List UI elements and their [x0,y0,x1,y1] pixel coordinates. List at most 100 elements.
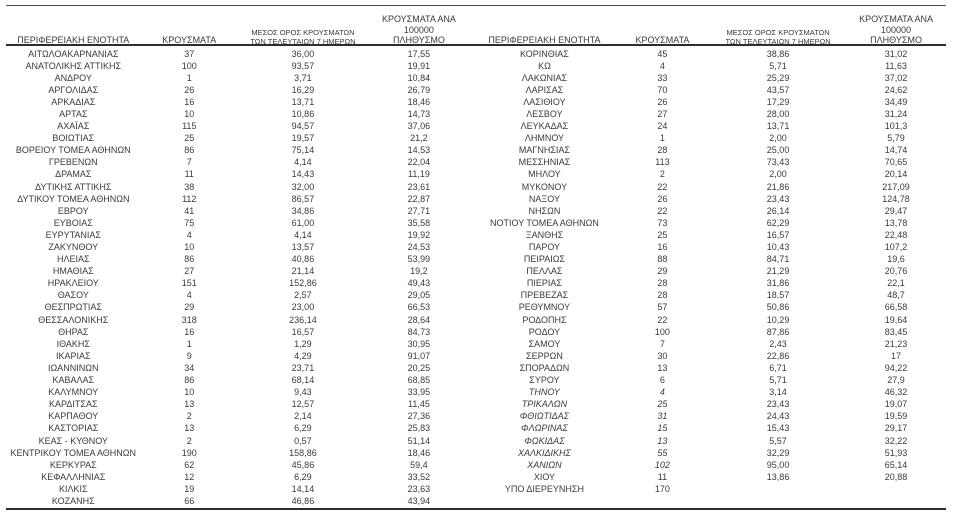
avg7-cell: 46,86 [291,495,315,506]
avg7-cell: 3,71 [294,72,312,83]
region-name-cell: ΔΡΑΜΑΣ [55,169,92,180]
cases-cell: 22 [657,314,668,325]
avg7-cell: 36,00 [291,48,315,59]
region-name-cell: ΤΗΝΟΥ [528,387,560,398]
avg7-cell: 152,86 [289,278,317,289]
table-row: ΗΜΑΘΙΑΣ 27 21,14 19,2 [6,265,470,277]
avg7-cell: 15,43 [766,423,790,434]
region-name-cell: ΖΑΚΥΝΘΟΥ [48,242,99,252]
avg7-cell: 34,86 [291,205,315,216]
table-row: ΝΟΤΙΟΥ ΤΟΜΕΑ ΑΘΗΝΩΝ 73 62,29 13,78 [476,217,948,229]
avg7-cell: 43,57 [766,84,790,95]
region-name-cell: ΚΟΡΙΝΘΙΑΣ [520,48,569,59]
avg7-cell: 5,57 [769,435,787,446]
header-cases: ΚΡΟΥΣΜΑΤΑ [635,35,690,45]
table-row: ΑΡΓΟΛΙΔΑΣ 26 16,29 26,79 [6,84,470,96]
table-row: ΘΗΡΑΣ 16 16,57 84,73 [6,326,470,338]
table-row: ΚΟΡΙΝΘΙΑΣ 45 38,86 31,02 [476,48,948,60]
region-name-cell: ΑΡΚΑΔΙΑΣ [51,96,96,107]
cases-cell: 26 [657,96,668,107]
header-avg7-line2: ΤΩΝ ΤΕΛΕΥΤΑΙΩΝ 7 ΗΜΕΡΩΝ [725,36,831,46]
avg7-cell: 19,57 [291,133,315,144]
avg7-cell: 93,57 [291,60,315,71]
table-row: ΚΑΣΤΟΡΙΑΣ 13 6,29 25,83 [6,422,470,434]
table-row: ΑΧΑΪΑΣ 115 94,57 37,06 [6,120,470,132]
cases-cell: 2 [186,411,192,422]
avg7-cell [712,483,844,495]
region-name-cell: ΤΡΙΚΑΛΩΝ [521,399,568,410]
per100k-cell [844,483,948,495]
table-row: ΦΛΩΡΙΝΑΣ 15 15,43 29,17 [476,422,948,434]
table-row: ΙΚΑΡΙΑΣ 9 4,29 91,07 [6,350,470,362]
cases-cell: 16 [657,242,668,252]
per100k-cell: 59,4 [410,459,428,470]
cases-cell: 38 [184,181,195,192]
cases-cell: 9 [186,350,192,361]
cases-cell: 37 [184,48,195,59]
table-row: ΜΗΛΟΥ 2 2,00 20,14 [476,168,948,180]
header-region: ΠΕΡΙΦΕΡΕΙΑΚΗ ΕΝΟΤΗΤΑ [17,35,130,45]
table-row: ΤΗΝΟΥ 4 3,14 46,32 [476,386,948,398]
table-row: ΣΑΜΟΥ 7 2,43 21,23 [476,338,948,350]
table-row: ΚΙΛΚΙΣ 19 14,14 23,63 [6,483,470,495]
per100k-cell: 31,02 [884,48,908,59]
cases-cell: 28 [657,278,668,289]
per100k-cell: 32,22 [884,435,908,446]
region-name-cell: ΕΥΒΟΙΑΣ [53,217,93,228]
avg7-cell: 26,14 [766,205,790,216]
avg7-cell: 13,71 [766,121,790,132]
region-name-cell: ΧΙΟΥ [533,471,556,482]
table-row: ΜΥΚΟΝΟΥ 22 21,86 217,09 [476,181,948,193]
avg7-cell: 32,00 [291,181,315,192]
cases-cell: 13 [184,423,195,434]
table-row: ΒΟΡΕΙΟΥ ΤΟΜΕΑ ΑΘΗΝΩΝ 86 75,14 14,53 [6,144,470,156]
per100k-cell: 20,76 [884,266,908,277]
avg7-cell: 236,14 [289,314,317,325]
avg7-cell: 10,43 [766,242,790,252]
table-row: ΚΟΖΑΝΗΣ 66 46,86 43,94 [6,495,470,507]
region-name-cell: ΘΑΣΟΥ [57,290,89,301]
per100k-cell: 22,04 [407,157,431,168]
per100k-cell: 20,88 [884,471,908,482]
header-per100k: ΚΡΟΥΣΜΑΤΑ ΑΝΑ 100000 ΠΛΗΘΥΣΜΟ [368,14,470,48]
avg7-cell: 13,71 [291,96,315,107]
per100k-cell: 22,1 [887,278,905,289]
avg7-cell: 32,29 [766,447,790,458]
table-row: ΜΑΓΝΗΣΙΑΣ 28 25,00 14,74 [476,144,948,156]
cases-cell: 55 [657,447,668,458]
per100k-cell: 83,45 [884,326,908,337]
avg7-cell: 25,29 [766,72,790,83]
per100k-cell: 101,3 [884,121,908,132]
per100k-cell: 48,7 [887,290,905,301]
avg7-cell: 95,00 [766,459,790,470]
table-row: ΧΑΛΚΙΔΙΚΗΣ 55 32,29 51,93 [476,447,948,459]
per100k-cell: 19,92 [407,229,431,240]
cases-cell: 27 [184,266,195,277]
cases-cell: 26 [657,193,668,204]
per100k-cell: 11,19 [408,169,430,180]
cases-cell: 4 [186,229,192,240]
per100k-cell: 19,07 [884,399,908,410]
table-row: ΕΒΡΟΥ 41 34,86 27,71 [6,205,470,217]
cases-cell: 27 [657,108,668,119]
table-body-left: ΑΙΤΩΛΟΑΚΑΡΝΑΝΙΑΣ 37 36,00 17,55 ΑΝΑΤΟΛΙΚ… [6,48,470,508]
per100k-cell: 18,46 [407,447,431,458]
cases-cell: 102 [654,459,670,470]
cases-cell: 115 [182,121,197,132]
per100k-cell: 53,99 [407,254,431,265]
avg7-cell: 3,14 [769,387,787,398]
cases-cell: 33 [657,72,668,83]
avg7-cell: 2,57 [294,290,312,301]
table-row: ΝΗΣΩΝ 22 26,14 29,47 [476,205,948,217]
per100k-cell: 46,32 [884,387,908,398]
region-name-cell: ΔΥΤΙΚΟΥ ΤΟΜΕΑ ΑΘΗΝΩΝ [17,193,130,204]
avg7-cell: 17,29 [766,96,790,107]
region-name-cell: ΑΙΤΩΛΟΑΚΑΡΝΑΝΙΑΣ [28,48,119,59]
cases-cell: 24 [657,121,668,132]
table-row: ΤΡΙΚΑΛΩΝ 25 23,43 19,07 [476,398,948,410]
per100k-cell: 21,23 [884,338,908,349]
table-row: ΠΡΕΒΕΖΑΣ 28 18,57 48,7 [476,289,948,301]
cases-cell: 86 [184,254,195,265]
region-name-cell: ΡΕΘΥΜΝΟΥ [518,302,571,313]
cases-cell: 70 [657,84,668,95]
